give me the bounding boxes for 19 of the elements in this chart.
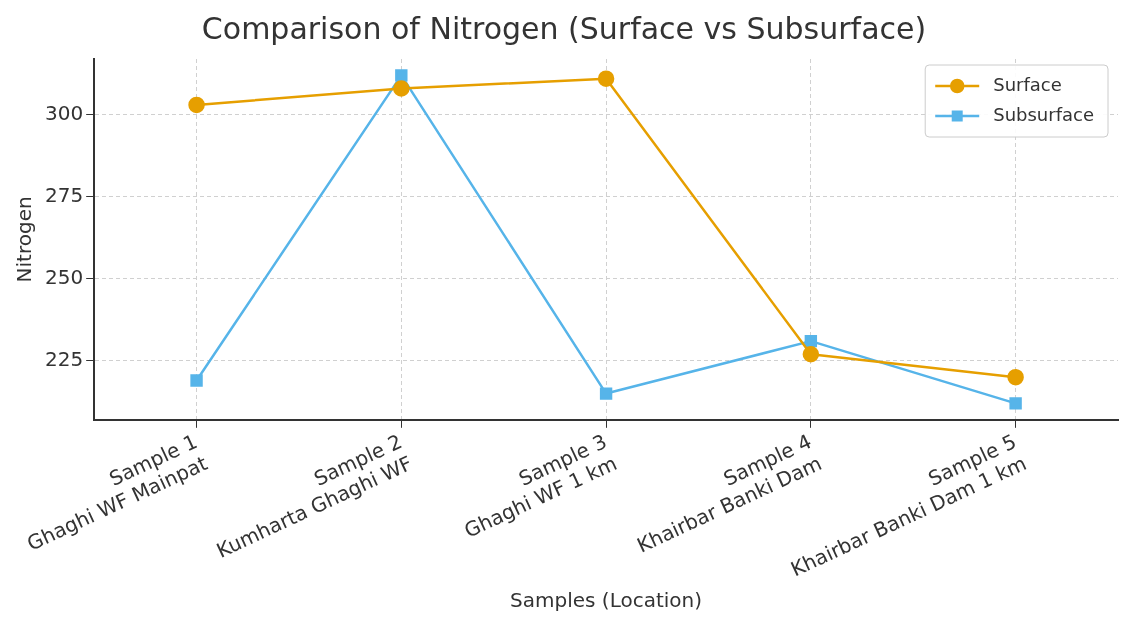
point [393, 80, 410, 97]
point [1007, 368, 1024, 386]
chart-title: Comparison of Nitrogen (Surface vs Subsurface) [201, 10, 927, 46]
legend-label: Surface [993, 73, 1062, 95]
point [804, 334, 818, 348]
y-tick-label: 300 [44, 100, 84, 125]
y-tick-label: 275 [44, 182, 84, 207]
legend-label: Subsurface [993, 103, 1095, 125]
y-tick-label: 250 [44, 264, 84, 289]
point [188, 96, 205, 114]
y-tick-label: 225 [44, 346, 84, 371]
point [395, 69, 408, 82]
point [599, 387, 613, 400]
x-axis-title: Samples (Location) [510, 588, 703, 613]
point [597, 70, 615, 87]
point [1009, 397, 1022, 410]
point [802, 345, 820, 363]
point [190, 374, 203, 387]
y-axis-title: Nitrogen [12, 196, 37, 283]
